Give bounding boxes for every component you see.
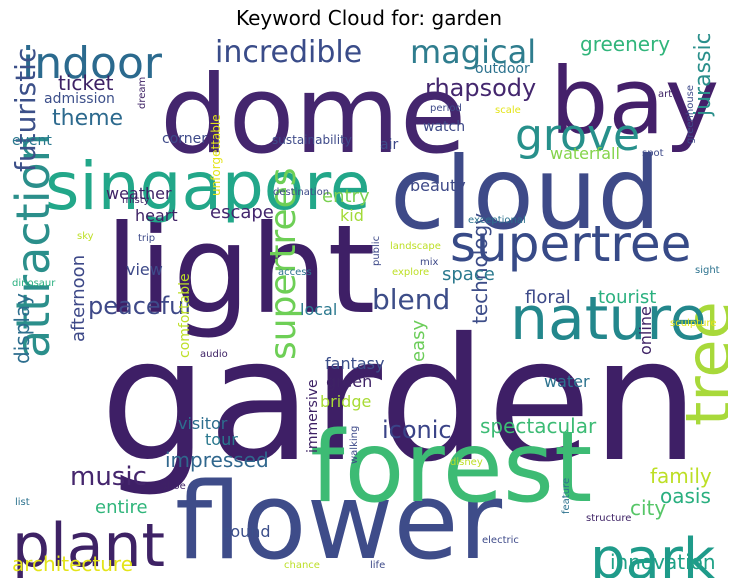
cloud-word: spot [642, 148, 664, 159]
cloud-word: scale [495, 105, 521, 116]
cloud-word: dream [137, 76, 148, 109]
cloud-word: water [544, 372, 590, 391]
cloud-word: forest [310, 411, 593, 525]
cloud-word: landscape [390, 241, 441, 252]
cloud-word: indoor [22, 38, 162, 89]
cloud-word: explore [392, 267, 430, 278]
cloud-word: outdoor [475, 61, 530, 77]
cloud-word: waterfall [550, 144, 620, 163]
cloud-word: walking [349, 425, 360, 464]
cloud-word: greenhouse [685, 84, 696, 144]
cloud-word: view [126, 260, 163, 279]
cloud-word: life [370, 560, 386, 571]
cloud-word: architecture [12, 552, 134, 576]
cloud-word: bridge [320, 392, 372, 411]
cloud-word: period [430, 103, 462, 114]
cloud-word: theme [52, 106, 124, 131]
cloud-word: public [371, 235, 382, 266]
cloud-word: list [15, 497, 30, 508]
cloud-word: art [658, 89, 673, 100]
cloud-word: access [278, 267, 312, 278]
cloud-word: escape [210, 202, 274, 223]
cloud-word: local [300, 300, 338, 319]
cloud-word: oasis [660, 484, 711, 508]
cloud-word: beauty [410, 176, 466, 195]
cloud-word: audio [200, 349, 228, 360]
cloud-word: entry [322, 186, 370, 207]
cloud-word: sight [695, 265, 720, 276]
cloud-word: peaceful [88, 292, 191, 320]
cloud-word: floral [525, 287, 571, 308]
cloud-word: disney [450, 457, 483, 468]
cloud-word: sustainability [272, 133, 352, 147]
cloud-word: family [650, 464, 712, 488]
cloud-word: plant [12, 511, 166, 578]
cloud-word: futuristic [10, 47, 42, 172]
cloud-word: entire [95, 497, 148, 518]
cloud-word: garden [100, 302, 700, 500]
cloud-word: dinosaur [12, 278, 56, 289]
cloud-word: unforgettable [209, 114, 223, 196]
cloud-word: incredible [215, 35, 363, 70]
cloud-word: impressed [165, 448, 269, 472]
cloud-word: electric [482, 535, 519, 546]
cloud-word: chance [284, 560, 320, 571]
cloud-word: misty [122, 195, 150, 206]
cloud-word: feature [561, 477, 572, 514]
cloud-word: watch [423, 119, 466, 135]
cloud-word: flower [175, 460, 503, 578]
cloud-word: visitor [178, 414, 228, 433]
cloud-word: fantasy [325, 354, 385, 373]
cloud-word: weather [106, 184, 172, 203]
cloud-word: heart [135, 206, 178, 225]
cloud-word: rhapsody [425, 74, 537, 102]
cloud-word: jurassic [691, 34, 716, 116]
cloud-word: green [326, 372, 373, 391]
cloud-word: spectacular [480, 414, 597, 438]
cloud-word: online [636, 306, 655, 355]
cloud-word: kid [340, 206, 364, 225]
cloud-word: light [105, 199, 376, 341]
cloud-word: destination [273, 187, 330, 198]
cloud-word: cloud [390, 135, 661, 252]
cloud-word: supertree [450, 215, 692, 273]
cloud-word: air [380, 137, 399, 153]
cloud-word: music [70, 462, 147, 492]
cloud-word: exceptional [468, 215, 526, 226]
cloud-word: innovation [610, 550, 716, 574]
cloud-word: immersive [305, 379, 321, 453]
cloud-word: tourist [598, 287, 657, 308]
cloud-word: corner [162, 131, 208, 147]
cloud-word: grove [515, 110, 641, 161]
cloud-word: shoe [162, 481, 186, 492]
cloud-word: bay [550, 48, 720, 155]
cloud-word: admission [44, 91, 115, 107]
cloud-word: nature [510, 284, 707, 354]
word-cloud: garden light dome flower cloud forest bay singa… [10, 34, 728, 578]
cloud-word: mix [420, 257, 439, 268]
cloud-word: ticket [58, 71, 114, 95]
cloud-word: park [590, 527, 716, 579]
cloud-word: sky [77, 231, 94, 242]
cloud-word: space [442, 264, 495, 285]
cloud-word: easy [408, 319, 429, 362]
cloud-word: comfortable [177, 273, 193, 358]
cloud-word: tour [205, 430, 238, 449]
cloud-word: dome [160, 53, 467, 178]
cloud-word: iconic [382, 416, 452, 444]
cloud-word: blend [372, 283, 451, 316]
cloud-word: structure [586, 513, 632, 524]
cloud-word: sound [222, 522, 271, 541]
cloud-word: display [10, 292, 34, 364]
cloud-word: trip [138, 233, 156, 244]
cloud-word: afternoon [68, 254, 89, 342]
cloud-word: magical [410, 34, 537, 71]
cloud-word: event [12, 133, 52, 149]
cloud-word: city [630, 496, 667, 520]
cloud-word: sculpture [670, 318, 717, 329]
chart-title: Keyword Cloud for: garden [235, 6, 502, 30]
cloud-word: singapore [45, 148, 371, 225]
cloud-word: greenery [580, 34, 671, 56]
